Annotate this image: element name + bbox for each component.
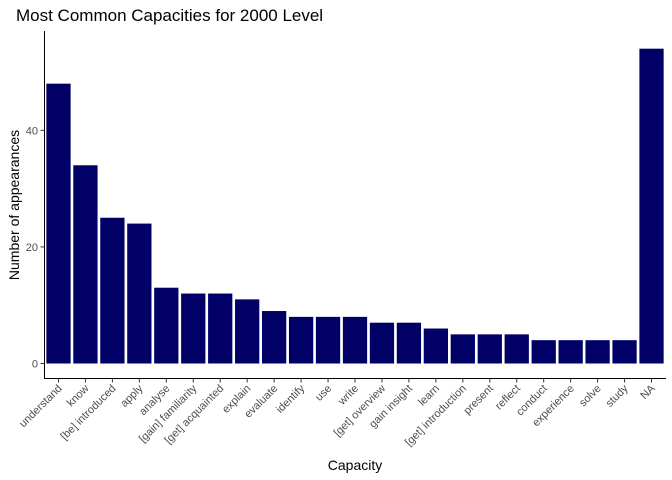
bar-be-introduced — [100, 217, 125, 364]
x-tick-label: present — [461, 383, 495, 417]
bar-write — [342, 316, 368, 364]
bar-present — [477, 334, 502, 364]
bar-get-introduction — [450, 334, 475, 364]
bar-gain-familiarity — [181, 293, 206, 364]
x-tick-label: understand — [17, 383, 64, 430]
y-axis-title: Number of appearances — [6, 130, 22, 280]
bar-apply — [127, 223, 152, 364]
x-tick-label: use — [313, 383, 334, 404]
x-tick-label: solve — [577, 383, 604, 410]
bar-explain — [235, 299, 260, 364]
y-tick-label: 20 — [26, 242, 38, 254]
bar-learn — [423, 328, 448, 364]
bar-get-acquainted — [208, 293, 233, 364]
bar-conduct — [531, 340, 556, 364]
bars-group — [46, 48, 664, 364]
bar-understand — [46, 83, 71, 364]
bar-identify — [288, 316, 314, 364]
y-axis-ticks: 0 20 40 — [26, 125, 45, 371]
bar-reflect — [504, 334, 529, 364]
bar-gain-insight — [396, 322, 422, 364]
bar-study — [612, 340, 637, 364]
x-tick-label: study — [604, 382, 631, 409]
x-axis-ticks: understand know[be] introduced applyanalys… — [17, 378, 658, 449]
bar-solve — [585, 340, 610, 364]
bar-analyse — [154, 287, 179, 364]
x-tick-label: identify — [274, 382, 307, 415]
bar-use — [315, 316, 341, 364]
x-tick-label: NA — [638, 382, 658, 402]
y-tick-label: 40 — [26, 125, 38, 137]
y-tick-label: 0 — [32, 359, 38, 371]
chart-title: Most Common Capacities for 2000 Level — [16, 6, 323, 25]
bar-evaluate — [262, 311, 287, 364]
bar-experience — [558, 340, 583, 364]
bar-na — [639, 48, 664, 364]
bar-get-overview — [369, 322, 395, 364]
bar-know — [73, 165, 98, 364]
x-axis-title: Capacity — [328, 457, 382, 473]
